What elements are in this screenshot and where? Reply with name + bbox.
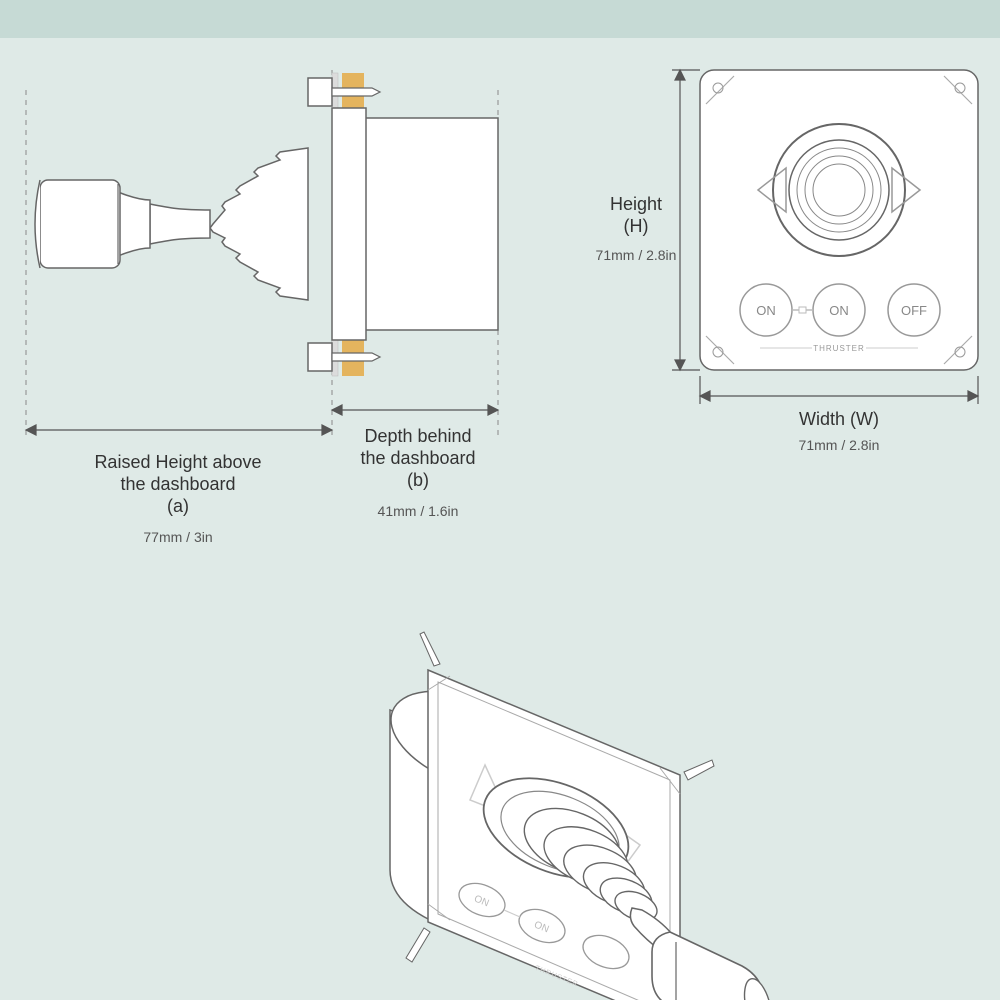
on-button-1: ON [740, 284, 792, 336]
label-raised-height-2: the dashboard [120, 474, 235, 494]
product-label: THRUSTER [813, 344, 865, 353]
label-height: Height [610, 194, 662, 214]
front-view: ON ON OFF THRUSTER [672, 70, 978, 404]
label-height-sym: (H) [624, 216, 649, 236]
off-button: OFF [888, 284, 940, 336]
label-depth-sym: (b) [407, 470, 429, 490]
svg-text:ON: ON [829, 303, 849, 318]
value-height: 71mm / 2.8in [596, 247, 677, 263]
on-button-2: ON [813, 284, 865, 336]
label-raised-height-1: Raised Height above [94, 452, 261, 472]
label-depth-2: the dashboard [360, 448, 475, 468]
value-width: 71mm / 2.8in [799, 437, 880, 453]
label-width: Width (W) [799, 409, 879, 429]
svg-text:OFF: OFF [901, 303, 927, 318]
label-raised-height-sym: (a) [167, 496, 189, 516]
value-raised-height: 77mm / 3in [143, 529, 212, 545]
label-depth-1: Depth behind [364, 426, 471, 446]
technical-drawing: Raised Height above the dashboard (a) 77… [0, 0, 1000, 1000]
value-depth: 41mm / 1.6in [378, 503, 459, 519]
joystick-top-icon [773, 124, 905, 256]
svg-text:ON: ON [756, 303, 776, 318]
